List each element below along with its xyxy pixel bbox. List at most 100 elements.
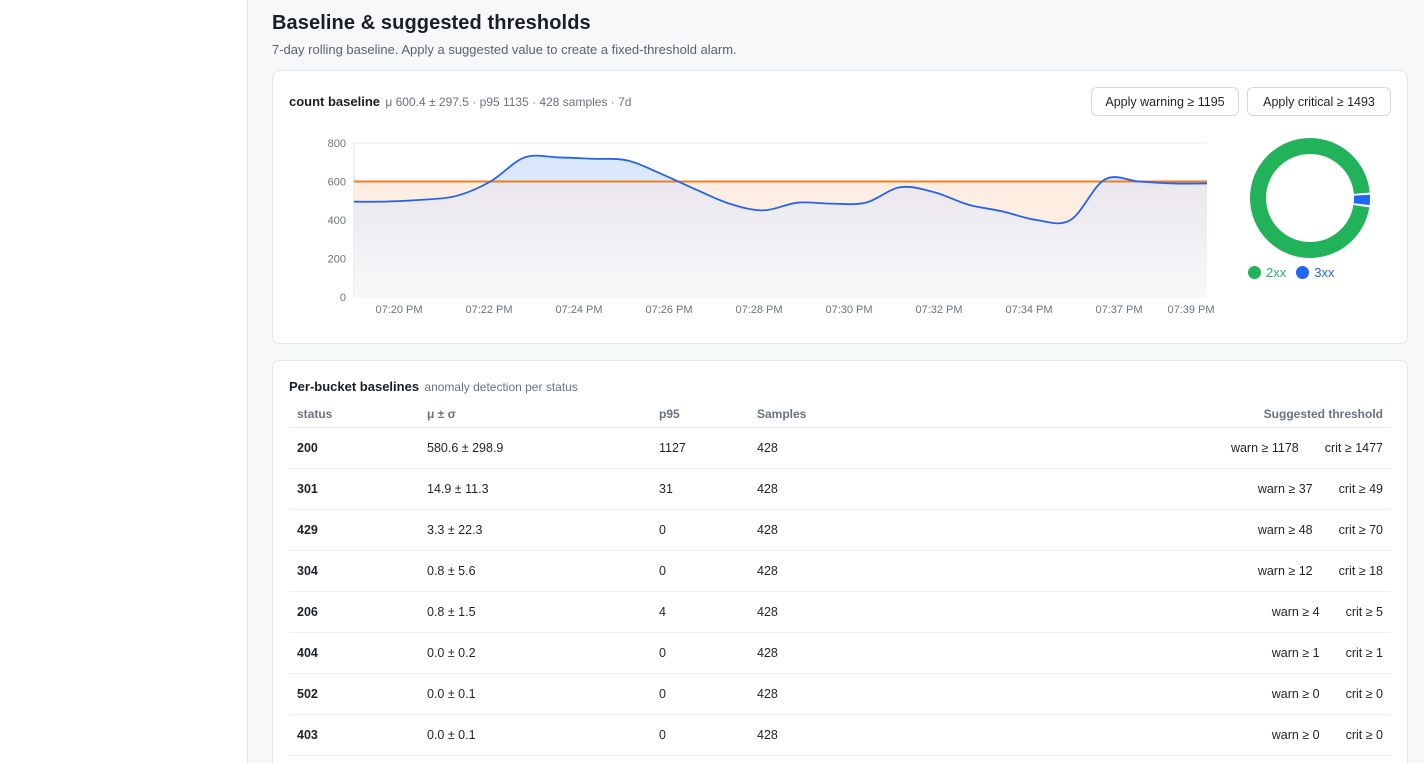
row-threshold: warn ≥ 1178 crit ≥ 1477 [1069, 427, 1391, 469]
page-title: Baseline & suggested thresholds [272, 12, 591, 34]
row-status: 429 [289, 509, 419, 551]
row-p95: 0 [651, 550, 749, 592]
per-bucket-title: Per-bucket baselines [289, 379, 420, 394]
table-row: 429 3.3 ± 22.3 0 428 warn ≥ 48 crit ≥ 70 [289, 509, 1391, 551]
row-crit-threshold: crit ≥ 0 [1345, 686, 1383, 701]
row-threshold: warn ≥ 37 crit ≥ 49 [1069, 468, 1391, 510]
legend-item-3xx[interactable]: 3xx [1296, 265, 1334, 280]
row-p95: 31 [651, 468, 749, 510]
y-tick-label: 600 [328, 177, 346, 189]
row-warn-threshold: warn ≥ 37 [1257, 481, 1313, 496]
row-status: 502 [289, 673, 419, 715]
row-status: 404 [289, 632, 419, 674]
row-threshold: warn ≥ 0 crit ≥ 0 [1069, 673, 1391, 715]
row-status: 403 [289, 714, 419, 756]
per-bucket-meta: anomaly detection per status [424, 380, 578, 394]
row-warn-threshold: warn ≥ 1178 [1230, 440, 1299, 455]
legend-dot-2xx [1248, 266, 1261, 279]
sidebar [0, 0, 248, 763]
above-baseline-fill [354, 155, 1207, 182]
row-crit-threshold: crit ≥ 1 [1345, 645, 1383, 660]
page-subtitle: 7-day rolling baseline. Apply a suggeste… [272, 42, 737, 57]
row-mu-sigma: 0.8 ± 5.6 [419, 550, 651, 592]
row-warn-threshold: warn ≥ 12 [1257, 563, 1313, 578]
x-tick-label: 07:30 PM [825, 304, 872, 316]
baseline-line-chart: 800 600 400 200 0 07:20 PM 07:22 PM 07:24 PM 07:… [328, 138, 1215, 316]
x-tick-label: 07:20 PM [375, 304, 422, 316]
row-crit-threshold: crit ≥ 5 [1345, 604, 1383, 619]
x-tick-label: 07:22 PM [465, 304, 512, 316]
row-samples: 428 [749, 468, 1069, 510]
table-row: 301 14.9 ± 11.3 31 428 warn ≥ 37 crit ≥ 4… [289, 468, 1391, 510]
metric-name: count baseline [289, 94, 381, 109]
series-area-under [354, 181, 1207, 297]
col-p95: p95 [651, 401, 749, 428]
y-tick-label: 200 [328, 254, 346, 266]
row-warn-threshold: warn ≥ 48 [1257, 522, 1313, 537]
row-crit-threshold: crit ≥ 0 [1345, 727, 1383, 742]
per-bucket-card: Per-bucket baselines anomaly detection p… [272, 360, 1408, 763]
x-tick-label: 07:32 PM [915, 304, 962, 316]
below-baseline-fill [354, 181, 1207, 224]
legend-dot-3xx [1296, 266, 1310, 279]
row-p95: 0 [651, 509, 749, 551]
x-tick-label: 07:37 PM [1095, 304, 1142, 316]
y-tick-label: 400 [328, 215, 346, 227]
row-warn-threshold: warn ≥ 4 [1271, 604, 1320, 619]
row-mu-sigma: 14.9 ± 11.3 [419, 468, 651, 510]
row-threshold: warn ≥ 4 crit ≥ 5 [1069, 591, 1391, 633]
row-threshold: warn ≥ 48 crit ≥ 70 [1069, 509, 1391, 551]
per-bucket-table: status μ ± σ p95 Samples Suggested thres… [289, 401, 1391, 756]
row-mu-sigma: 0.0 ± 0.2 [419, 632, 651, 674]
table-header-row: status μ ± σ p95 Samples Suggested thres… [289, 401, 1391, 428]
x-tick-label: 07:24 PM [555, 304, 602, 316]
row-status: 301 [289, 468, 419, 510]
table-row: 206 0.8 ± 1.5 4 428 warn ≥ 4 crit ≥ 5 [289, 591, 1391, 633]
row-p95: 1127 [651, 427, 749, 469]
col-samples: Samples [749, 401, 1069, 428]
chart-header: count baseline μ 600.4 ± 297.5 · p95 113… [289, 94, 631, 109]
row-threshold: warn ≥ 1 crit ≥ 1 [1069, 632, 1391, 674]
apply-warning-button[interactable]: Apply warning ≥ 1195 [1091, 87, 1239, 116]
row-samples: 428 [749, 591, 1069, 633]
row-p95: 0 [651, 714, 749, 756]
apply-critical-button[interactable]: Apply critical ≥ 1493 [1247, 87, 1391, 116]
table-row: 403 0.0 ± 0.1 0 428 warn ≥ 0 crit ≥ 0 [289, 714, 1391, 756]
table-row: 404 0.0 ± 0.2 0 428 warn ≥ 1 crit ≥ 1 [289, 632, 1391, 674]
row-threshold: warn ≥ 0 crit ≥ 0 [1069, 714, 1391, 756]
row-crit-threshold: crit ≥ 70 [1338, 522, 1383, 537]
row-crit-threshold: crit ≥ 49 [1338, 481, 1383, 496]
row-warn-threshold: warn ≥ 0 [1271, 686, 1320, 701]
row-p95: 4 [651, 591, 749, 633]
row-status: 206 [289, 591, 419, 633]
row-samples: 428 [749, 714, 1069, 756]
row-status: 304 [289, 550, 419, 592]
baseline-chart-card: count baseline μ 600.4 ± 297.5 · p95 113… [272, 70, 1408, 344]
row-mu-sigma: 0.8 ± 1.5 [419, 591, 651, 633]
legend-label-2xx: 2xx [1266, 265, 1287, 280]
row-mu-sigma: 3.3 ± 22.3 [419, 509, 651, 551]
donut-slice-2xx[interactable] [1250, 138, 1370, 258]
row-samples: 428 [749, 550, 1069, 592]
x-tick-label: 07:39 PM [1167, 304, 1214, 316]
row-mu-sigma: 580.6 ± 298.9 [419, 427, 651, 469]
series-line [353, 154, 1208, 225]
col-suggested-threshold: Suggested threshold [1069, 401, 1391, 428]
legend-item-2xx[interactable]: 2xx [1248, 265, 1286, 280]
row-warn-threshold: warn ≥ 0 [1271, 727, 1320, 742]
y-tick-label: 0 [340, 292, 346, 304]
row-threshold: warn ≥ 12 crit ≥ 18 [1069, 550, 1391, 592]
x-tick-label: 07:28 PM [735, 304, 782, 316]
row-status: 200 [289, 427, 419, 469]
row-samples: 428 [749, 509, 1069, 551]
donut-slice-3xx[interactable] [1250, 138, 1370, 258]
legend-label-3xx: 3xx [1314, 265, 1335, 280]
row-mu-sigma: 0.0 ± 0.1 [419, 673, 651, 715]
table-row: 502 0.0 ± 0.1 0 428 warn ≥ 0 crit ≥ 0 [289, 673, 1391, 715]
x-tick-label: 07:34 PM [1005, 304, 1052, 316]
row-mu-sigma: 0.0 ± 0.1 [419, 714, 651, 756]
col-mu-sigma: μ ± σ [419, 401, 651, 428]
per-bucket-header: Per-bucket baselines anomaly detection p… [289, 379, 578, 394]
x-tick-label: 07:26 PM [645, 304, 692, 316]
table-row: 200 580.6 ± 298.9 1127 428 warn ≥ 1178 cr… [289, 427, 1391, 469]
